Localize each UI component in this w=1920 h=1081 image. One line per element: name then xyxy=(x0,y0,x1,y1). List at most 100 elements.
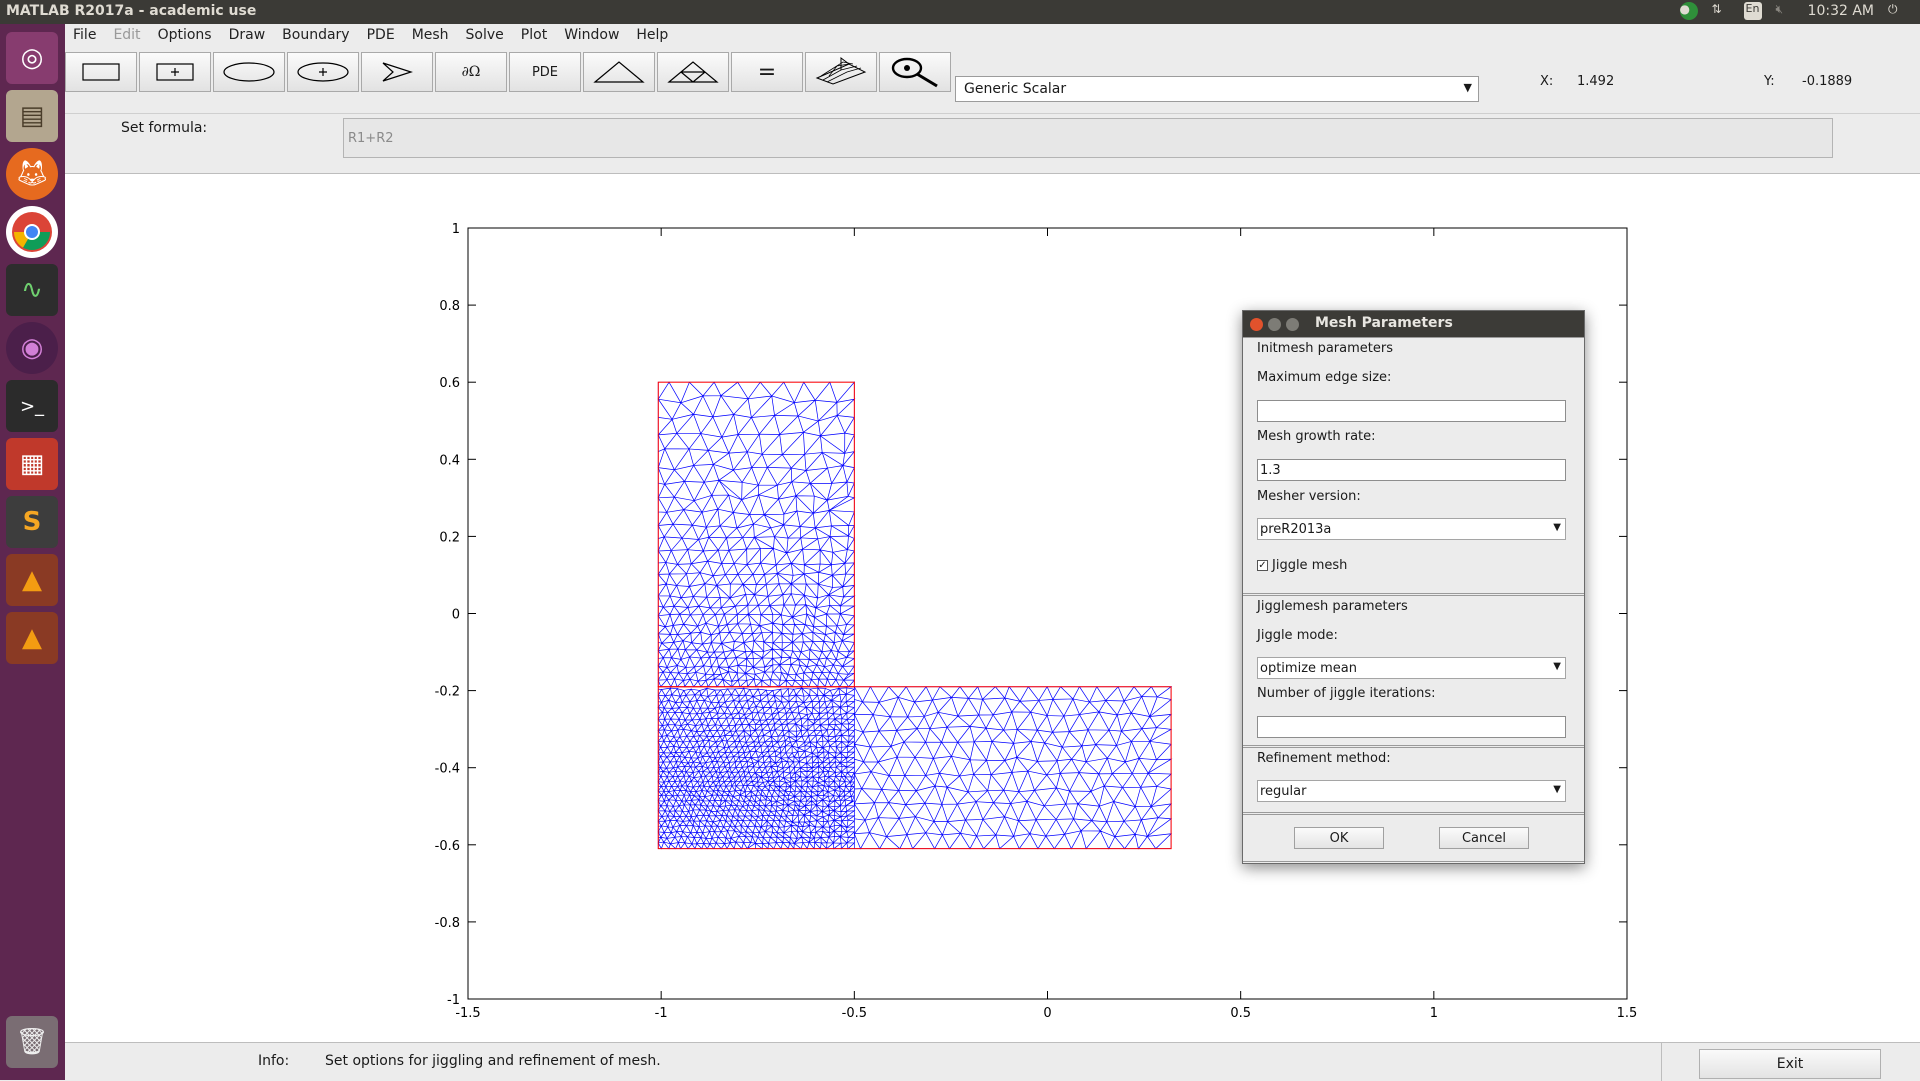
network-icon[interactable]: ⇅ xyxy=(1711,2,1722,16)
menu-pde[interactable]: PDE xyxy=(366,27,395,43)
dialog-button-panel: OK Cancel xyxy=(1243,814,1584,862)
mesher-version-select[interactable]: preR2013a ▼ xyxy=(1257,518,1566,540)
volume-muted-icon[interactable]: 🔇︎ xyxy=(1775,2,1784,16)
power-icon[interactable]: ⏻ xyxy=(1888,2,1898,16)
info-text: Set options for jiggling and refinement … xyxy=(325,1053,661,1069)
y-tick-label: -0.2 xyxy=(435,685,460,700)
set-formula-input[interactable]: R1+R2 xyxy=(343,118,1833,158)
ellipse-centered-icon xyxy=(297,62,349,82)
x-tick-label: 1 xyxy=(1430,1006,1438,1021)
polygon-tool-button[interactable] xyxy=(361,52,433,92)
keyboard-layout-indicator[interactable]: En xyxy=(1743,2,1762,20)
y-tick-label: -1 xyxy=(447,993,460,1008)
info-label: Info: xyxy=(258,1053,290,1069)
x-tick-label: 1.5 xyxy=(1617,1006,1638,1021)
plot-solution-button[interactable] xyxy=(805,52,877,92)
trash-icon[interactable]: 🗑︎ xyxy=(6,1016,58,1068)
launcher-sidebar: ◎ ▤ 🦊︎ ∿ ◉ >_ ▦ S ▲ ▲ 🗑︎ xyxy=(0,24,65,1080)
refine-mesh-button[interactable] xyxy=(657,52,729,92)
dropdown-arrow-icon: ▼ xyxy=(1553,661,1561,672)
mesher-version-value: preR2013a xyxy=(1260,522,1332,537)
jiggle-mode-value: optimize mean xyxy=(1260,661,1358,676)
y-tick-label: 0.8 xyxy=(439,299,460,314)
menu-plot[interactable]: Plot xyxy=(520,27,548,43)
ok-button[interactable]: OK xyxy=(1294,827,1384,849)
jigglemesh-panel: Jigglemesh parameters Jiggle mode: optim… xyxy=(1243,595,1584,746)
mesher-version-label: Mesher version: xyxy=(1257,489,1361,504)
jigglemesh-header: Jigglemesh parameters xyxy=(1257,599,1408,614)
info-separator xyxy=(1661,1043,1662,1081)
rectangle-centered-tool-button[interactable] xyxy=(139,52,211,92)
matlab-icon[interactable]: ▲ xyxy=(6,554,58,606)
chrome-icon[interactable] xyxy=(6,206,58,258)
terminal-icon[interactable]: >_ xyxy=(6,380,58,432)
checkbox-checked-icon: ✓ xyxy=(1257,560,1268,571)
jiggle-iterations-input[interactable] xyxy=(1257,716,1566,738)
set-formula-label: Set formula: xyxy=(121,120,208,136)
browser-icon[interactable]: ◉ xyxy=(6,322,58,374)
y-tick-label: 0.2 xyxy=(439,530,460,545)
menu-boundary[interactable]: Boundary xyxy=(282,27,350,43)
solve-button[interactable]: = xyxy=(731,52,803,92)
system-monitor-icon[interactable]: ∿ xyxy=(6,264,58,316)
zoom-button[interactable] xyxy=(879,52,951,92)
y-tick-label: 0.6 xyxy=(439,376,460,391)
y-tick-label: 1 xyxy=(452,222,460,237)
pde-button[interactable]: PDE xyxy=(509,52,581,92)
initmesh-panel: Initmesh parameters Maximum edge size: M… xyxy=(1243,337,1584,594)
refinement-method-select[interactable]: regular ▼ xyxy=(1257,780,1566,802)
maximize-icon[interactable] xyxy=(1286,318,1299,331)
menu-edit[interactable]: Edit xyxy=(113,27,141,43)
exit-button[interactable]: Exit xyxy=(1699,1049,1881,1079)
sublime-text-icon[interactable]: S xyxy=(6,496,58,548)
rectangle-tool-button[interactable] xyxy=(65,52,137,92)
init-mesh-button[interactable] xyxy=(583,52,655,92)
window-title: MATLAB R2017a - academic use xyxy=(6,3,257,19)
rectangle-icon xyxy=(82,63,120,81)
cancel-button[interactable]: Cancel xyxy=(1439,827,1529,849)
jiggle-mode-select[interactable]: optimize mean ▼ xyxy=(1257,657,1566,679)
ellipse-tool-button[interactable] xyxy=(213,52,285,92)
y-tick-label: 0.4 xyxy=(439,453,460,468)
plot-area[interactable]: -1.5 -1 -0.5 0 0.5 1 1.5 1 0.8 0.6 0.4 0.2 0 -0.2 -0.4… xyxy=(65,174,1920,1042)
minimize-icon[interactable] xyxy=(1268,318,1281,331)
jiggle-mesh-label: Jiggle mesh xyxy=(1272,558,1348,573)
geometry-mesh-plot[interactable]: -1.5 -1 -0.5 0 0.5 1 1.510.80.60.40.20-0.2-0.4… xyxy=(65,174,1920,1042)
growth-rate-label: Mesh growth rate: xyxy=(1257,429,1376,444)
system-top-bar: MATLAB R2017a - academic use ● ⇅ En 🔇︎ 1… xyxy=(0,0,1920,24)
files-icon[interactable]: ▤ xyxy=(6,90,58,142)
boundary-mode-button[interactable]: ∂Ω xyxy=(435,52,507,92)
menu-draw[interactable]: Draw xyxy=(228,27,266,43)
jiggle-mesh-checkbox[interactable]: ✓ Jiggle mesh xyxy=(1257,558,1347,573)
clock[interactable]: 10:32 AM xyxy=(1807,3,1874,19)
growth-rate-input[interactable]: 1.3 xyxy=(1257,459,1566,481)
y-coordinate-label: Y: xyxy=(1764,74,1775,89)
y-tick-label: -0.4 xyxy=(435,762,460,777)
menu-help[interactable]: Help xyxy=(636,27,669,43)
close-icon[interactable] xyxy=(1250,318,1263,331)
menu-file[interactable]: File xyxy=(73,27,97,43)
x-tick-label: 0 xyxy=(1043,1006,1051,1021)
info-bar: Info: Set options for jiggling and refin… xyxy=(65,1042,1920,1081)
pde-modeler-window: File Edit Options Draw Boundary PDE Mesh… xyxy=(65,24,1920,1081)
surface-plot-icon xyxy=(815,57,867,85)
chrome-tray-icon[interactable]: ● xyxy=(1679,2,1698,20)
mesh-parameters-dialog: Mesh Parameters Initmesh parameters Maxi… xyxy=(1242,310,1585,864)
menu-solve[interactable]: Solve xyxy=(465,27,504,43)
menu-options[interactable]: Options xyxy=(157,27,212,43)
application-mode-select[interactable]: Generic Scalar ▼ xyxy=(955,76,1479,102)
firefox-icon[interactable]: 🦊︎ xyxy=(6,148,58,200)
refinement-panel: Refinement method: regular ▼ xyxy=(1243,747,1584,813)
polygon-icon xyxy=(382,62,413,82)
pointer-coordinates: X: 1.492 Y: -0.1889 xyxy=(1540,74,1918,114)
refine-mesh-icon xyxy=(667,61,719,83)
workspace-switcher-icon[interactable]: ▦ xyxy=(6,438,58,490)
menu-window[interactable]: Window xyxy=(564,27,620,43)
ubuntu-dash-icon[interactable]: ◎ xyxy=(6,32,58,84)
max-edge-size-input[interactable] xyxy=(1257,400,1566,422)
menu-bar: File Edit Options Draw Boundary PDE Mesh… xyxy=(65,24,1920,46)
ellipse-centered-tool-button[interactable] xyxy=(287,52,359,92)
menu-mesh[interactable]: Mesh xyxy=(411,27,449,43)
matlab-icon-2[interactable]: ▲ xyxy=(6,612,58,664)
rectangle-r2-boundary xyxy=(657,686,1172,850)
